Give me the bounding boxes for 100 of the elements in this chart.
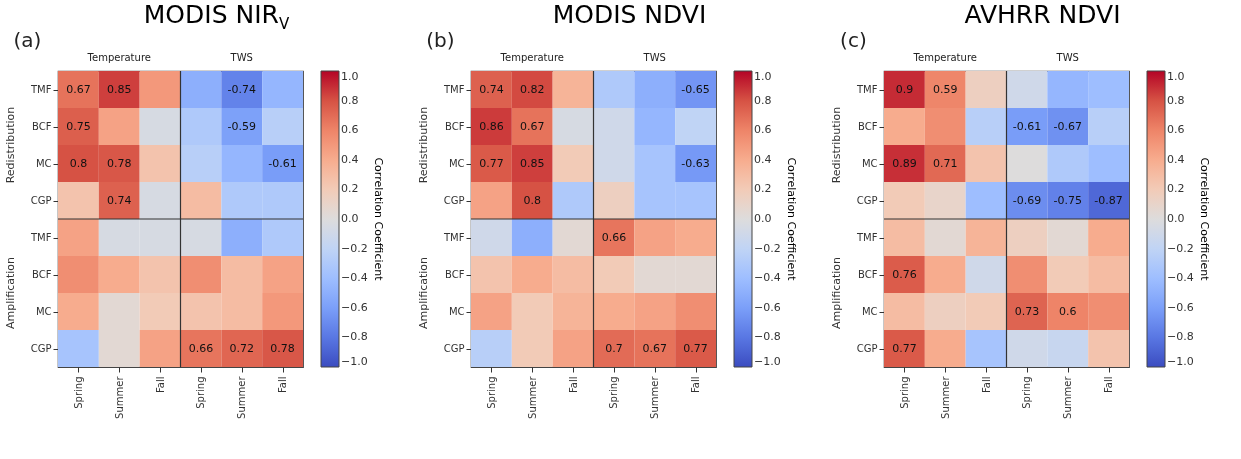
color-bar-label: −0.4 xyxy=(754,271,781,285)
color-bar-label: 0.0 xyxy=(1167,212,1185,225)
y-tick-label: CGP xyxy=(30,343,52,354)
data-label: 0.67 xyxy=(520,119,545,133)
y-tick-label: BCF xyxy=(32,269,52,280)
text: Amplification xyxy=(417,256,431,330)
y-tick-label: BCF xyxy=(445,121,465,132)
data-label: 0.71 xyxy=(933,156,958,170)
data-label: -0.63 xyxy=(681,156,710,170)
color-bar-label: −0.8 xyxy=(1167,330,1194,344)
x-tick-label: Summer xyxy=(526,375,538,419)
y-tick-label: MC xyxy=(448,306,465,317)
color-bar-label: −0.2 xyxy=(754,241,781,255)
data-label: 0.86 xyxy=(479,119,504,133)
data-label: -0.61 xyxy=(268,156,297,170)
y-tick-label: CGP xyxy=(443,195,465,206)
data-label: -0.67 xyxy=(1053,119,1082,133)
data-label: -0.75 xyxy=(1053,193,1082,207)
x-tick-label: Summer xyxy=(939,375,951,419)
text: TWS xyxy=(229,51,253,63)
data-label: -0.59 xyxy=(227,119,256,133)
color-bar-label: −0.4 xyxy=(1167,271,1194,285)
y-tick-label: BCF xyxy=(445,269,465,280)
data-label: -0.65 xyxy=(681,82,710,96)
data-label: 0.6 xyxy=(1059,304,1077,318)
x-tick-label: Summer xyxy=(113,375,125,419)
text: Temperature xyxy=(499,51,564,63)
color-bar-label: −0.8 xyxy=(754,330,781,344)
chart-title: AVHRR NDVI xyxy=(964,0,1121,29)
data-label: 0.66 xyxy=(188,341,214,355)
data-label: 0.74 xyxy=(107,193,132,207)
x-tick-label: Spring xyxy=(195,376,207,409)
color-bar-label: 0.4 xyxy=(754,152,772,166)
y-tick-label: TMF xyxy=(443,84,465,95)
color-bar-label: 0.8 xyxy=(341,93,359,107)
x-tick-label: Spring xyxy=(608,376,620,409)
data-label: 0.77 xyxy=(479,156,504,170)
color-bar-label: 0.2 xyxy=(341,182,359,196)
data-label: 0.67 xyxy=(642,341,667,355)
y-tick-label: BCF xyxy=(858,121,878,132)
data-label: 0.76 xyxy=(892,267,917,281)
y-tick-label: TMF xyxy=(30,84,52,95)
data-label: 0.7 xyxy=(605,341,623,355)
data-label: 0.8 xyxy=(523,193,541,207)
color-bar-label: −0.2 xyxy=(341,241,368,255)
color-bar-label: 0.6 xyxy=(754,123,772,137)
data-label: -0.87 xyxy=(1094,193,1123,207)
data-label: 0.77 xyxy=(683,341,708,355)
data-label: 0.9 xyxy=(895,82,914,96)
y-tick-label: MC xyxy=(861,306,878,317)
color-bar-label: 1.0 xyxy=(754,70,772,83)
data-label: 0.74 xyxy=(479,82,504,96)
y-tick-label: MC xyxy=(448,158,465,169)
color-bar-label: 0.0 xyxy=(754,212,772,225)
chart-title: MODIS NDVI xyxy=(552,0,707,29)
y-tick-label: TMF xyxy=(856,232,878,243)
data-label: 0.67 xyxy=(66,82,91,96)
data-label: -0.61 xyxy=(1012,119,1042,133)
data-label: -0.69 xyxy=(1012,193,1042,207)
y-tick-label: TMF xyxy=(30,232,52,243)
y-tick-label: TMF xyxy=(443,232,465,243)
y-tick-label: CGP xyxy=(856,343,878,354)
color-bar-label: −1.0 xyxy=(754,355,781,368)
color-bar-label: −0.2 xyxy=(1167,241,1194,255)
color-bar-label: 0.2 xyxy=(1167,182,1185,196)
y-tick-label: TMF xyxy=(856,84,878,95)
x-tick-label: Fall xyxy=(277,376,289,394)
data-label: -0.74 xyxy=(227,82,256,96)
color-bar-label: −0.8 xyxy=(341,330,368,344)
chart-title: MODIS NIR$_{V}$ xyxy=(143,0,290,33)
data-label: 0.72 xyxy=(229,341,254,355)
x-tick-label: Spring xyxy=(72,376,84,409)
text: (b) xyxy=(426,27,455,52)
data-label: 0.78 xyxy=(107,156,132,170)
color-bar-label: 1.0 xyxy=(341,70,359,83)
data-label: 0.59 xyxy=(933,82,958,96)
color-bar-title: Correlation Coefficient xyxy=(1198,157,1211,282)
text: (c) xyxy=(840,27,867,52)
x-tick-label: Summer xyxy=(236,375,248,419)
data-label: 0.77 xyxy=(892,341,917,355)
text: Redistribution xyxy=(4,106,18,184)
data-label: 0.75 xyxy=(66,119,91,133)
data-label: 0.8 xyxy=(69,156,88,170)
color-bar-label: 0.0 xyxy=(341,212,359,225)
color-bar-label: 0.8 xyxy=(1167,93,1185,107)
data-label: 0.82 xyxy=(520,82,545,96)
color-bar-label: −1.0 xyxy=(1167,355,1194,368)
color-bar-label: −0.6 xyxy=(1167,300,1194,314)
data-label: 0.89 xyxy=(892,156,917,170)
color-bar-label: 0.6 xyxy=(341,123,359,137)
color-bar-label: −0.4 xyxy=(341,271,368,285)
color-bar-label: 0.2 xyxy=(754,182,772,196)
data-label: 0.73 xyxy=(1014,304,1040,318)
y-tick-label: MC xyxy=(35,306,52,317)
data-label: 0.85 xyxy=(107,82,132,96)
y-tick-label: CGP xyxy=(443,343,465,354)
x-tick-label: Fall xyxy=(1103,376,1115,394)
color-bar-label: 0.4 xyxy=(341,152,359,166)
x-tick-label: Spring xyxy=(485,376,497,409)
text: (a) xyxy=(13,27,42,52)
